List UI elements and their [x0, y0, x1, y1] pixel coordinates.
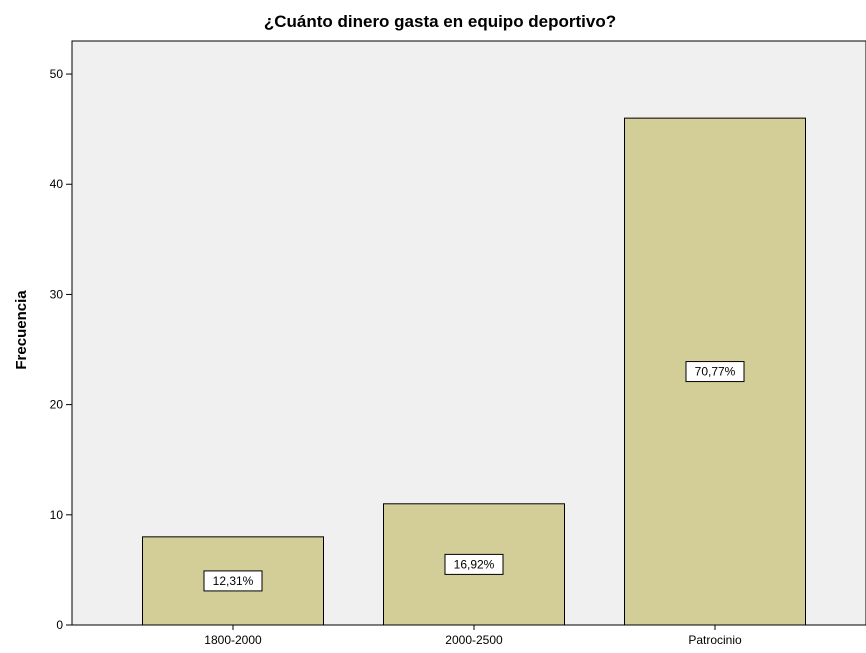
- axes-group: 1800-2000 2000-2500 Patrocinio 0 10 20 30 40 50: [50, 67, 742, 647]
- data-label-box: [685, 361, 745, 383]
- y-tick-label: 50: [50, 67, 64, 81]
- labels-group: 12,31% 16,92% 70,77%: [203, 361, 745, 592]
- data-label-box: [203, 570, 263, 592]
- data-label: 16,92%: [454, 557, 495, 571]
- y-tick-label: 30: [50, 287, 64, 301]
- bars-group: [142, 117, 806, 626]
- x-tick-label: Patrocinio: [688, 633, 742, 647]
- y-tick-label: 10: [50, 508, 64, 522]
- data-label-box: [444, 553, 504, 575]
- y-axis-label: Frecuencia: [13, 290, 30, 370]
- x-tick-label: 2000-2500: [445, 633, 503, 647]
- x-tick-label: 1800-2000: [204, 633, 262, 647]
- y-tick-label: 20: [50, 398, 64, 412]
- y-tick-label: 0: [56, 618, 63, 632]
- data-label: 12,31%: [213, 574, 254, 588]
- y-tick-label: 40: [50, 177, 64, 191]
- chart-title: ¿Cuánto dinero gasta en equipo deportivo…: [264, 12, 616, 31]
- data-label: 70,77%: [695, 365, 736, 379]
